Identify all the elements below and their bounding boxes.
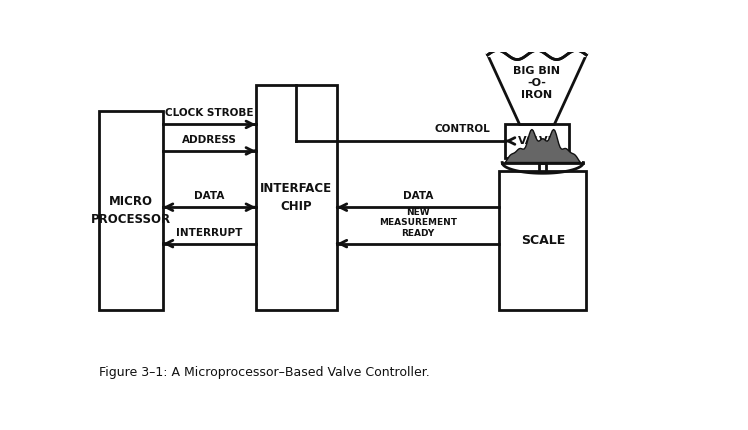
Text: MICRO
PROCESSOR: MICRO PROCESSOR xyxy=(91,195,171,226)
Bar xyxy=(99,111,163,310)
Text: CLOCK STROBE: CLOCK STROBE xyxy=(165,108,254,119)
Text: DATA: DATA xyxy=(194,191,224,201)
Text: Figure 3–1: A Microprocessor–Based Valve Controller.: Figure 3–1: A Microprocessor–Based Valve… xyxy=(99,366,430,379)
Text: ADDRESS: ADDRESS xyxy=(182,135,237,145)
Text: DATA: DATA xyxy=(403,191,433,201)
Bar xyxy=(256,85,337,310)
Bar xyxy=(505,124,569,157)
Bar xyxy=(539,163,546,171)
Text: VALVE: VALVE xyxy=(518,136,556,146)
Text: BIG BIN
-O-
IRON: BIG BIN -O- IRON xyxy=(513,66,560,101)
Polygon shape xyxy=(505,129,580,163)
Text: CONTROL: CONTROL xyxy=(435,124,490,134)
Polygon shape xyxy=(488,55,586,124)
Text: INTERRUPT: INTERRUPT xyxy=(177,227,242,238)
Bar xyxy=(500,171,586,310)
Text: INTERFACE
CHIP: INTERFACE CHIP xyxy=(260,182,332,213)
Text: NEW
MEASUREMENT
READY: NEW MEASUREMENT READY xyxy=(379,208,457,238)
Text: SCALE: SCALE xyxy=(521,234,565,247)
